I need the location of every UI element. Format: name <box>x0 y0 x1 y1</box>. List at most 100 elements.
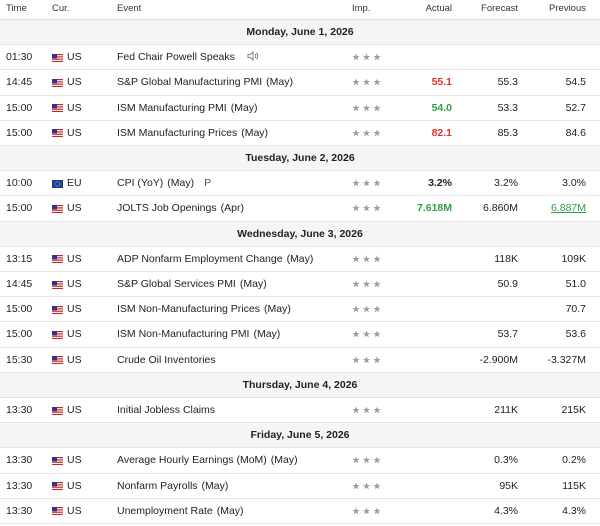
flag-icon <box>52 255 63 264</box>
event-cell: Nonfarm Payrolls (May) <box>117 474 228 499</box>
event-cell: Initial Jobless Claims <box>117 398 215 423</box>
col-currency: Cur. <box>52 3 70 14</box>
importance-stars <box>352 330 381 338</box>
previous: -3.327M <box>547 353 586 366</box>
flag-icon <box>52 129 63 138</box>
time: 13:15 <box>6 252 33 265</box>
currency: US <box>67 76 82 89</box>
flag-icon <box>52 204 63 213</box>
time: 14:45 <box>6 278 33 290</box>
event-period: (May) <box>201 479 229 492</box>
previous: 4.3% <box>562 504 586 517</box>
time: 15:00 <box>6 126 33 139</box>
previous: 115K <box>562 479 586 492</box>
currency: US <box>67 252 82 265</box>
forecast: 50.9 <box>497 278 518 290</box>
previous: 109K <box>561 252 586 265</box>
time: 15:00 <box>6 303 33 316</box>
event-row: 01:30 US Fed Chair Powell Speaks <box>0 45 600 71</box>
flag-icon <box>52 356 63 365</box>
event-row: 15:00 US ISM Manufacturing PMI (May) 54.0 53.… <box>0 96 600 121</box>
event-row: 14:45 US S&P Global Manufacturing PMI (May)… <box>0 70 600 96</box>
currency: US <box>67 278 82 290</box>
event-period: (May) <box>239 278 267 290</box>
forecast: 6.860M <box>482 202 518 215</box>
currency: US <box>67 101 82 114</box>
importance-stars <box>352 179 381 187</box>
currency: US <box>67 202 82 215</box>
event-name: JOLTS Job Openings <box>117 202 217 215</box>
event-period: (May) <box>286 252 314 265</box>
forecast: 3.2% <box>494 177 518 190</box>
currency: US <box>67 303 82 316</box>
importance-stars <box>352 305 381 313</box>
event-name: CPI (YoY) <box>117 177 164 190</box>
event-period: (May) <box>216 504 244 517</box>
importance-stars <box>352 456 381 464</box>
previous: 84.6 <box>565 126 586 139</box>
event-cell: CPI (YoY) (May) P <box>117 171 211 196</box>
importance-stars <box>352 356 381 363</box>
currency: US <box>67 328 82 341</box>
flag-icon <box>52 330 63 339</box>
importance-stars <box>352 482 381 489</box>
event-name: S&P Global Services PMI <box>117 278 236 290</box>
event-cell: JOLTS Job Openings (Apr) <box>117 196 244 221</box>
event-name: ISM Non-Manufacturing PMI <box>117 328 250 341</box>
previous: 6.887M <box>550 202 586 215</box>
event-cell: Unemployment Rate (May) <box>117 499 244 524</box>
previous: 70.7 <box>565 303 586 316</box>
event-row: 10:00 EU CPI (YoY) (May) P 3.2% 3.2% 3.0% <box>0 171 600 197</box>
badge: P <box>204 177 212 190</box>
previous: 53.6 <box>565 328 586 341</box>
event-period: (May) <box>253 328 281 341</box>
header-row: Time Cur. Event Imp. Actual Forecast Pre… <box>0 0 600 20</box>
event-name: ISM Non-Manufacturing Prices <box>117 303 260 316</box>
event-cell: ISM Manufacturing Prices (May) <box>117 121 268 146</box>
date-row: Thursday, June 4, 2026 <box>0 372 600 398</box>
event-name: Average Hourly Earnings (MoM) <box>117 454 267 467</box>
date-row: Tuesday, June 2, 2026 <box>0 146 600 172</box>
previous: 54.5 <box>565 76 586 89</box>
event-name: Crude Oil Inventories <box>117 353 216 366</box>
currency: EU <box>67 177 82 190</box>
date-row: Wednesday, June 3, 2026 <box>0 221 600 247</box>
currency: US <box>67 353 82 366</box>
importance-stars <box>352 129 381 137</box>
event-period: (May) <box>263 303 291 316</box>
event-row: 13:15 US ADP Nonfarm Employment Change (May… <box>0 247 600 272</box>
col-forecast: Forecast <box>481 3 518 14</box>
previous: 3.0% <box>562 177 586 190</box>
forecast: 211K <box>494 404 518 416</box>
importance-stars <box>352 104 381 111</box>
time: 15:00 <box>6 202 33 215</box>
event-name: ISM Manufacturing Prices <box>117 126 238 139</box>
importance-stars <box>352 280 381 288</box>
event-name: Unemployment Rate <box>117 504 213 517</box>
col-actual: Actual <box>425 3 452 14</box>
event-row: 13:30 US Average Hourly Earnings (MoM) (May… <box>0 448 600 474</box>
actual: 7.618M <box>416 202 452 215</box>
importance-stars <box>352 204 381 212</box>
flag-icon <box>52 482 63 491</box>
actual: 54.0 <box>431 101 452 114</box>
event-cell: ISM Non-Manufacturing PMI (May) <box>117 322 280 347</box>
time: 15:30 <box>6 353 33 366</box>
event-name: Initial Jobless Claims <box>117 404 216 416</box>
forecast: 55.3 <box>497 76 518 89</box>
audio-icon[interactable] <box>247 51 259 62</box>
event-name: ADP Nonfarm Employment Change <box>117 252 283 265</box>
event-name: ISM Manufacturing PMI <box>117 101 227 114</box>
event-row: 13:30 US Nonfarm Payrolls (May) 95K 115K <box>0 474 600 499</box>
forecast: 118K <box>494 252 518 265</box>
event-row: 15:00 US ISM Non-Manufacturing Prices (May)… <box>0 297 600 323</box>
forecast: 85.3 <box>497 126 518 139</box>
time: 13:30 <box>6 454 33 467</box>
flag-icon <box>52 507 63 516</box>
event-row: 13:30 US Initial Jobless Claims 211K 215K <box>0 398 600 424</box>
previous: 215K <box>561 404 586 416</box>
date-row: Monday, June 1, 2026 <box>0 20 600 46</box>
time: 14:45 <box>6 76 33 89</box>
actual: 3.2% <box>428 177 452 190</box>
